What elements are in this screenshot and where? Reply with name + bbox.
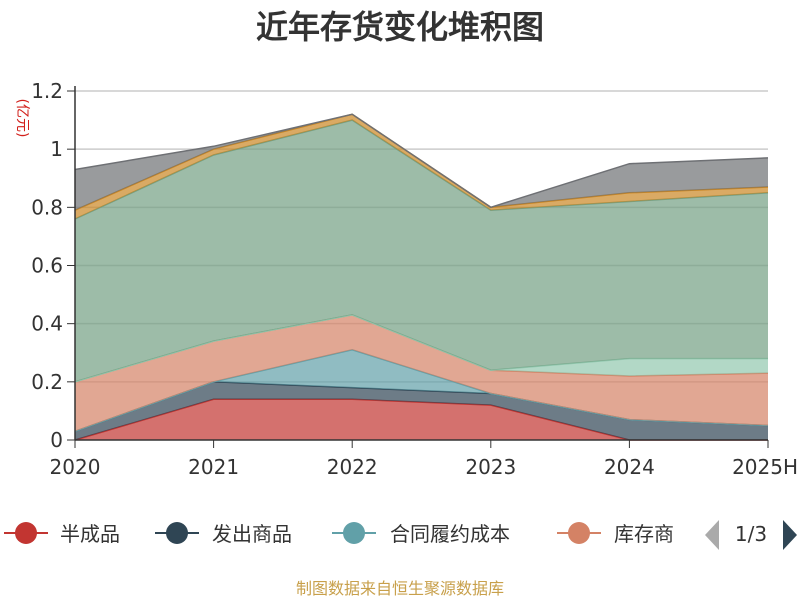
x-tick-label: 2022 xyxy=(327,455,378,479)
area-line-7 xyxy=(74,113,769,209)
x-tick-label: 2021 xyxy=(188,455,239,479)
area-series-0 xyxy=(75,399,768,440)
chart-title: 近年存货变化堆积图 xyxy=(256,8,544,46)
area-series-4 xyxy=(75,314,768,382)
legend-label-0: 半成品 xyxy=(60,522,120,546)
y-tick-label: 0.6 xyxy=(31,254,63,278)
area-series-3 xyxy=(75,314,768,432)
area-series-7 xyxy=(75,114,768,211)
y-tick-label: 0.8 xyxy=(31,195,63,219)
legend-marker xyxy=(343,522,365,544)
data-source-note: 制图数据来自恒生聚源数据库 xyxy=(296,579,504,598)
area-series-2 xyxy=(75,349,768,432)
legend: 半成品 发出商品 合同履约成本 库存商 1/3 xyxy=(4,520,797,550)
y-tick-label: 1 xyxy=(50,137,63,161)
legend-marker xyxy=(166,522,188,544)
legend-prev-page-icon[interactable] xyxy=(705,520,719,550)
legend-label-1: 发出商品 xyxy=(212,522,292,546)
x-tick-label: 2020 xyxy=(50,455,101,479)
legend-label-2: 合同履约成本 xyxy=(390,522,510,546)
legend-marker xyxy=(15,522,37,544)
x-tick-label: 2025H xyxy=(732,455,798,479)
legend-item-1[interactable]: 发出商品 xyxy=(155,522,292,546)
y-tick-label: 0 xyxy=(50,428,63,452)
y-tick-label: 1.2 xyxy=(31,79,63,103)
area-series-1 xyxy=(75,381,768,440)
y-tick-label: 0.4 xyxy=(31,312,63,336)
y-axis-unit: (亿元) xyxy=(14,99,30,138)
legend-marker xyxy=(568,522,590,544)
legend-item-3[interactable]: 库存商 xyxy=(557,522,674,546)
area-layers xyxy=(74,113,769,441)
legend-next-page-icon[interactable] xyxy=(783,520,797,550)
y-axis-ticks: 0 0.2 0.4 0.6 0.8 1 1.2 xyxy=(31,79,75,452)
legend-page-indicator: 1/3 xyxy=(735,522,767,546)
legend-label-3: 库存商 xyxy=(614,522,674,546)
legend-item-0[interactable]: 半成品 xyxy=(4,522,120,546)
legend-item-2[interactable]: 合同履约成本 xyxy=(332,522,510,546)
x-tick-label: 2024 xyxy=(604,455,655,479)
x-axis-ticks: 2020 2021 2022 2023 2024 2025H xyxy=(50,440,798,479)
axes xyxy=(74,86,768,441)
y-tick-label: 0.2 xyxy=(31,370,63,394)
x-tick-label: 2023 xyxy=(465,455,516,479)
area-series-5 xyxy=(75,120,768,382)
